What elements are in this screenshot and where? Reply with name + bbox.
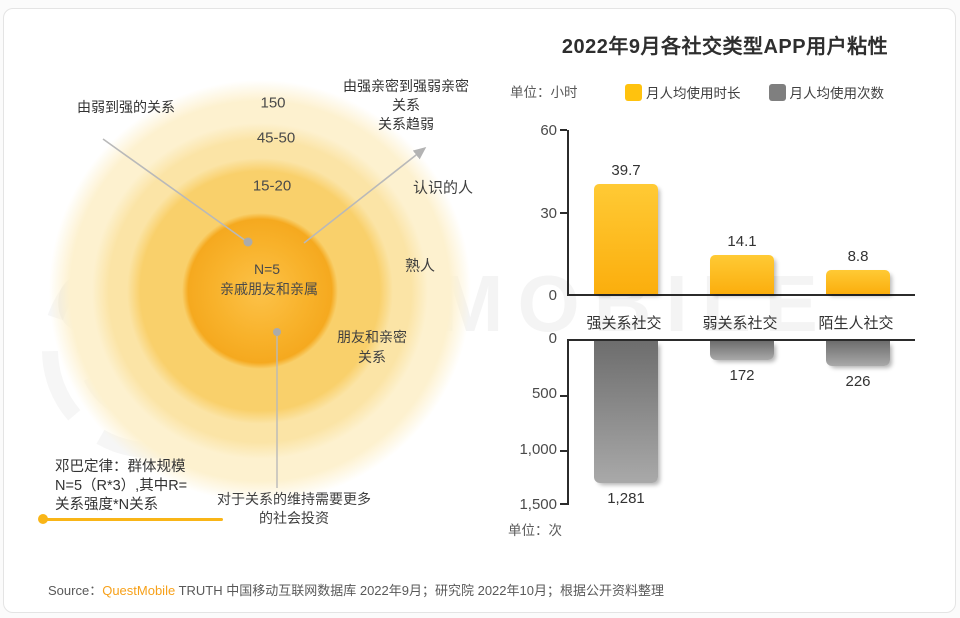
legend-swatch-yellow-icon bbox=[625, 83, 642, 101]
ring-label-15-20: 15-20 bbox=[252, 177, 292, 195]
hours-axis-tick-60: 60 bbox=[540, 122, 557, 139]
strong-to-weak-arrow bbox=[303, 147, 427, 244]
bar-value-label: 39.7 bbox=[611, 162, 641, 180]
maintenance-arrow-dot bbox=[273, 328, 281, 336]
bar-group-stranger-hours: 8.8 bbox=[826, 248, 890, 294]
category-stranger: 陌生人社交 bbox=[818, 315, 894, 332]
times-axis-tick-0: 0 bbox=[548, 330, 557, 347]
tick-mark bbox=[560, 503, 567, 505]
unit-times-label: 单位：次 bbox=[508, 523, 562, 538]
center-label-family: 亲戚朋友和亲属 bbox=[220, 281, 318, 297]
weak-to-strong-arrow-dot bbox=[243, 237, 253, 247]
tick-mark bbox=[560, 212, 567, 214]
diagram-arrows bbox=[102, 138, 427, 488]
unit-hours-label: 单位：小时 bbox=[510, 85, 578, 100]
tick-mark bbox=[560, 450, 567, 452]
bar-stranger-hours bbox=[826, 269, 890, 294]
times-axis-tick-1500: 1,500 bbox=[519, 496, 557, 513]
bar-group-strong-hours: 39.7 bbox=[594, 162, 658, 294]
bar-value-label: 14.1 bbox=[727, 233, 757, 250]
ring-label-150: 150 bbox=[260, 94, 286, 112]
legend-swatch-gray-icon bbox=[768, 83, 786, 101]
source-rest: TRUTH 中国移动互联网数据库 2022年9月；研究院 2022年10月；根据… bbox=[175, 583, 664, 598]
label-strong-to-weak: 由强亲密到强弱亲密 关系 关系趋弱 bbox=[343, 78, 469, 132]
dunbar-law-note: 邓巴定律：群体规模 N=5（R*3）,其中R= 关系强度*N关系 bbox=[55, 459, 188, 513]
source-brand: QuestMobile bbox=[102, 583, 176, 598]
label-familiar: 熟人 bbox=[404, 257, 436, 275]
hours-axis-tick-30: 30 bbox=[540, 205, 557, 222]
bar-value-label: 1,281 bbox=[607, 489, 645, 507]
source-line: Source：QuestMobile TRUTH 中国移动互联网数据库 2022… bbox=[48, 580, 664, 599]
category-strong: 强关系社交 bbox=[586, 315, 662, 332]
inner-circle bbox=[182, 213, 338, 369]
hours-bar-chart: 39.7 14.1 8.8 bbox=[560, 129, 915, 296]
bar-value-label: 226 bbox=[845, 373, 871, 390]
times-axis-tick-1000: 1,000 bbox=[519, 441, 557, 458]
hours-axis-tick-0: 0 bbox=[548, 287, 557, 304]
bar-strong-times bbox=[594, 341, 658, 483]
times-axis-tick-500: 500 bbox=[531, 385, 557, 402]
bar-strong-hours bbox=[594, 184, 658, 294]
weak-to-strong-arrow bbox=[102, 138, 247, 242]
bar-stranger-times bbox=[826, 341, 890, 366]
bar-weak-times bbox=[710, 341, 774, 360]
bar-group-weak-times: 172 bbox=[710, 341, 774, 384]
dunbar-circles-diagram: 150 45-50 15-20 N=5 亲戚朋友和亲属 由弱到强的关系 由强亲密… bbox=[0, 0, 500, 560]
yellow-divider-dot bbox=[38, 514, 48, 524]
bar-group-strong-times: 1,281 bbox=[594, 341, 658, 507]
yellow-divider-line bbox=[43, 518, 223, 521]
tick-mark bbox=[560, 129, 567, 131]
label-weak-to-strong: 由弱到强的关系 bbox=[77, 99, 175, 115]
label-social-investment: 对于关系的维持需要更多 的社会投资 bbox=[217, 491, 371, 526]
bar-group-weak-hours: 14.1 bbox=[710, 233, 774, 294]
page-title: 2022年9月各社交类型APP用户粘性 bbox=[561, 36, 889, 58]
category-weak: 弱关系社交 bbox=[702, 315, 778, 332]
center-label-n5: N=5 bbox=[253, 261, 281, 277]
label-acquaintances: 认识的人 bbox=[412, 179, 474, 197]
bar-group-stranger-times: 226 bbox=[826, 341, 890, 390]
label-friends-close: 朋友和亲密 关系 bbox=[337, 329, 407, 365]
legend-item-duration: 月人均使用时长 bbox=[625, 82, 741, 102]
chart-legend: 月人均使用时长 月人均使用次数 bbox=[625, 82, 884, 102]
legend-item-frequency: 月人均使用次数 bbox=[768, 82, 884, 102]
tick-mark bbox=[560, 395, 567, 397]
source-prefix: Source： bbox=[48, 583, 103, 598]
times-bar-chart: 1,281 172 226 bbox=[560, 339, 915, 507]
bar-value-label: 172 bbox=[729, 367, 755, 384]
ring-label-45-50: 45-50 bbox=[256, 129, 296, 147]
bar-value-label: 8.8 bbox=[847, 247, 869, 265]
bar-weak-hours bbox=[710, 255, 774, 294]
